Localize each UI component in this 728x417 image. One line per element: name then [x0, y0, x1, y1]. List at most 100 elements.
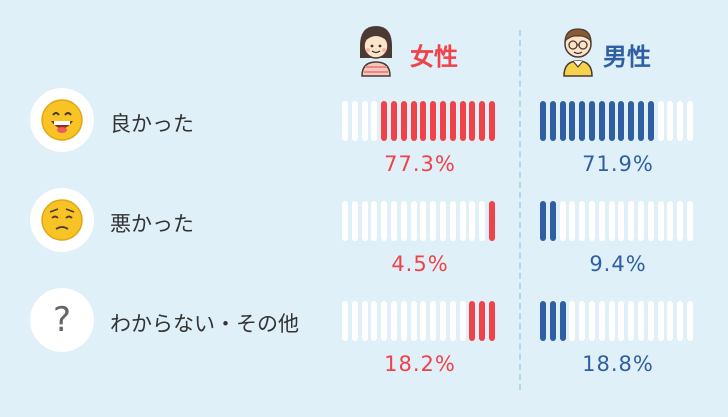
bar-segment: [608, 101, 615, 141]
bar-segment: [559, 301, 566, 341]
bar-segment: [579, 301, 586, 341]
bar-segment: [579, 101, 586, 141]
bar-segment: [540, 101, 546, 141]
bar-segment: [559, 201, 566, 241]
row-icon-circle: [30, 88, 94, 152]
worried-face-icon: [41, 199, 83, 241]
bar-segment: [371, 101, 378, 141]
bar-segment: [391, 201, 397, 241]
female-header: 女性: [410, 43, 458, 71]
bar-segment: [628, 201, 635, 241]
male-pct-good: 71.9%: [582, 152, 654, 176]
row-icon-circle: [30, 188, 94, 252]
female-bar-bad: [342, 201, 502, 241]
bar-segment: [647, 301, 654, 341]
bar-segment: [342, 101, 348, 141]
row-label-bad: 悪かった: [110, 212, 194, 236]
bar-segment: [391, 101, 397, 141]
bar-segment: [677, 301, 684, 341]
bar-segment: [598, 301, 605, 341]
bar-segment: [449, 101, 456, 141]
female-bar-good: [342, 101, 502, 141]
bar-segment: [391, 301, 397, 341]
question-mark-icon: ?: [52, 300, 72, 340]
bar-segment: [361, 301, 368, 341]
bar-segment: [489, 201, 495, 241]
bar-segment: [469, 301, 476, 341]
bar-segment: [598, 101, 605, 141]
bar-segment: [351, 301, 358, 341]
bar-segment: [569, 201, 576, 241]
bar-segment: [677, 201, 684, 241]
bar-segment: [687, 201, 693, 241]
bar-segment: [549, 301, 556, 341]
bar-segment: [342, 301, 348, 341]
row-label-good: 良かった: [110, 112, 194, 136]
bar-segment: [440, 101, 446, 141]
bar-segment: [459, 301, 466, 341]
male-pct-bad: 9.4%: [589, 252, 647, 276]
bar-segment: [667, 201, 674, 241]
bar-segment: [361, 101, 368, 141]
bar-segment: [430, 201, 437, 241]
female-bar-unknown: [342, 301, 502, 341]
bar-segment: [579, 201, 586, 241]
bar-segment: [687, 101, 693, 141]
bar-segment: [569, 101, 576, 141]
male-pct-unknown: 18.8%: [582, 352, 654, 376]
bar-segment: [449, 201, 456, 241]
bar-segment: [540, 201, 546, 241]
column-divider: [519, 30, 521, 390]
male-avatar-icon: [563, 28, 593, 77]
bar-segment: [400, 101, 407, 141]
bar-segment: [489, 101, 495, 141]
bar-segment: [667, 301, 674, 341]
bar-segment: [638, 301, 644, 341]
bar-segment: [400, 201, 407, 241]
bar-segment: [351, 201, 358, 241]
bar-segment: [559, 101, 566, 141]
bar-segment: [351, 101, 358, 141]
female-avatar-icon: [360, 26, 392, 77]
bar-segment: [371, 301, 378, 341]
bar-segment: [469, 201, 476, 241]
male-bar-bad: [540, 201, 700, 241]
bar-segment: [342, 201, 348, 241]
bar-segment: [449, 301, 456, 341]
bar-segment: [400, 301, 407, 341]
bar-segment: [381, 301, 388, 341]
bar-segment: [677, 101, 684, 141]
male-bar-unknown: [540, 301, 700, 341]
bar-segment: [459, 101, 466, 141]
bar-segment: [628, 301, 635, 341]
bar-segment: [430, 101, 437, 141]
bar-segment: [628, 101, 635, 141]
bar-segment: [608, 201, 615, 241]
bar-segment: [381, 101, 388, 141]
row-label-unknown: わからない・その他: [110, 312, 299, 336]
bar-segment: [440, 301, 446, 341]
bar-segment: [381, 201, 388, 241]
bar-segment: [589, 101, 595, 141]
bar-segment: [540, 301, 546, 341]
bar-segment: [647, 101, 654, 141]
bar-segment: [618, 301, 625, 341]
bar-segment: [420, 101, 427, 141]
bar-segment: [647, 201, 654, 241]
bar-segment: [638, 201, 644, 241]
happy-face-icon: [41, 99, 83, 141]
female-pct-good: 77.3%: [384, 152, 456, 176]
bar-segment: [667, 101, 674, 141]
row-icon-circle: ?: [30, 288, 94, 352]
bar-segment: [410, 201, 417, 241]
bar-segment: [549, 101, 556, 141]
female-pct-unknown: 18.2%: [384, 352, 456, 376]
bar-segment: [410, 101, 417, 141]
bar-segment: [459, 201, 466, 241]
bar-segment: [479, 301, 486, 341]
bar-segment: [569, 301, 576, 341]
male-header: 男性: [603, 43, 651, 71]
bar-segment: [657, 101, 664, 141]
bar-segment: [589, 301, 595, 341]
bar-segment: [489, 301, 495, 341]
